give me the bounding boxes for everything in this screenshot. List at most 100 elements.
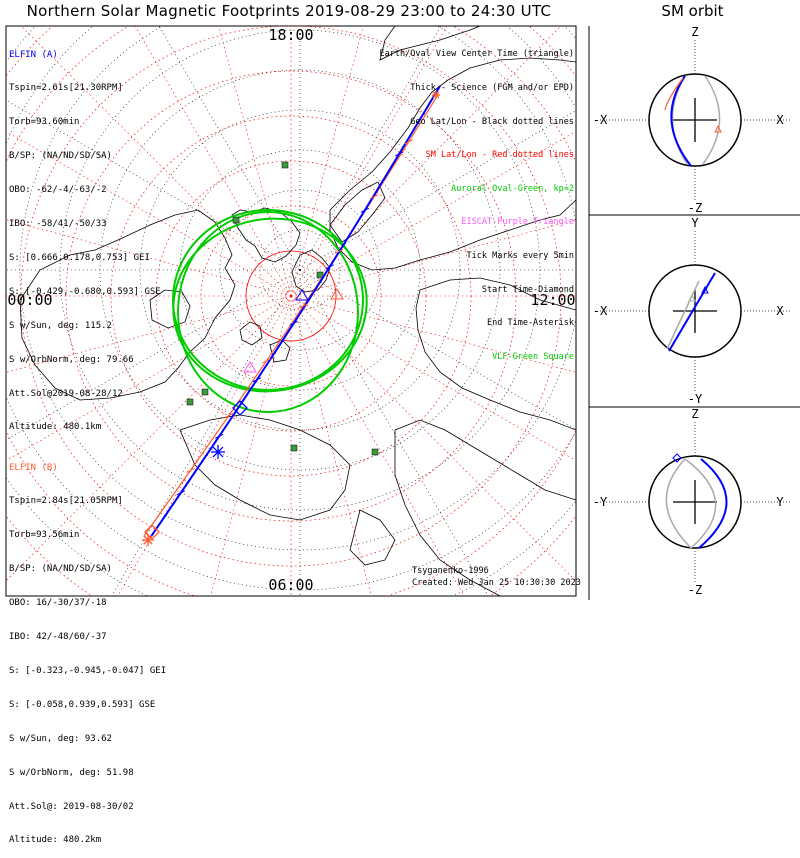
- elfin-b-line: S: [-0.323,-0.945,-0.047] GEI: [9, 665, 167, 676]
- elfin-a-name: ELFIN (A): [9, 49, 58, 60]
- elfin-b-orbit: [684, 458, 717, 549]
- elfin-a-line: S w/OrbNorm, deg: 79.66: [9, 354, 134, 365]
- elfin-b-asterisk: [432, 91, 440, 99]
- vlf-station-square: [186, 398, 194, 406]
- elfin-b-tick: [262, 358, 271, 364]
- elfin-a-tick: [325, 264, 334, 270]
- legend-entry: Tick Marks every 5min: [466, 250, 574, 261]
- vlf-station-square: [371, 448, 379, 456]
- sm-lon-line: [210, 295, 292, 596]
- elfin-b-name: ELFIN (B): [9, 462, 58, 473]
- eiscat-triangle: [243, 361, 257, 373]
- coastline: [415, 277, 576, 431]
- time-label-00: 00:00: [7, 291, 52, 309]
- elfin-a-start-diamond: [232, 400, 248, 416]
- elfin-a-line: Altitude: 480.1km: [9, 422, 102, 433]
- elfin-b-line: S w/Sun, deg: 93.62: [9, 733, 112, 744]
- coastline: [179, 414, 351, 521]
- coastline: [394, 419, 576, 596]
- elfin-b-line: IBO: 42/-48/60/-37: [9, 632, 107, 643]
- elfin-a-line: Att.Sol@2019-08-28/12: [9, 388, 123, 399]
- elfin-a-tick: [289, 320, 298, 326]
- auroral-oval: [172, 161, 379, 456]
- legend-entry: Geo Lat/Lon - Black dotted lines: [410, 116, 574, 127]
- elfin-a-end-asterisk: [212, 446, 224, 458]
- vlf-station-square: [201, 388, 209, 396]
- elfin-b-tick: [299, 303, 308, 309]
- elfin-a-orbit: [668, 272, 716, 352]
- model-credit: Tsyganenko-1996: [412, 566, 489, 576]
- sm-triangle: [688, 293, 696, 302]
- elfin-b-start-diamond: [144, 524, 160, 540]
- elfin-a-line: S: [0.666,0.178,0.753] GEI: [9, 252, 150, 263]
- coastline: [291, 249, 331, 293]
- coastline: [19, 209, 236, 401]
- elfin-b-orbit: [665, 458, 692, 549]
- time-label-12: 12:00: [530, 291, 575, 309]
- elfin-b-orbit: [702, 75, 721, 165]
- sm-axis-label-right: X: [776, 304, 784, 318]
- elfin-b-tick: [334, 248, 344, 254]
- time-label-18: 18:00: [268, 26, 313, 44]
- auroral-oval-outer: [172, 217, 368, 393]
- sm-axis-label-left: -Y: [593, 495, 608, 509]
- elfin-a-tick: [252, 377, 262, 383]
- elfin-a-line: Torb=93.60min: [9, 117, 80, 128]
- sm-axis-label-bottom: -Z: [688, 583, 702, 597]
- view-center-triangle-a: [295, 289, 309, 301]
- elfin-b-track: [143, 97, 437, 537]
- elfin-b-tick: [404, 139, 413, 145]
- vlf-station-square: [316, 271, 324, 279]
- elfin-a-orbit: [698, 458, 728, 549]
- elfin-a-tick: [395, 151, 404, 157]
- elfin-b-orbit-red: [664, 77, 684, 111]
- sm-lat-lon-grid: [6, 26, 576, 596]
- coastline: [329, 57, 576, 271]
- coastlines: [19, 26, 576, 596]
- geo-lat-lon-grid: [6, 26, 576, 596]
- vlf-station-square: [281, 161, 289, 169]
- sm-axis-label-right: X: [776, 113, 784, 127]
- sm-axis-label-bottom: -Y: [688, 392, 703, 406]
- auroral-oval-mid: [177, 211, 359, 413]
- elfin-b-line: B/SP: (NA/ND/SD/SA): [9, 564, 112, 575]
- legend-entry: VLF-Green Square: [492, 351, 574, 362]
- vlf-station-square: [290, 444, 298, 452]
- elfin-a-orbit: [670, 75, 692, 167]
- vlf-station-square: [232, 216, 240, 224]
- elfin-b-end-asterisk: [143, 535, 153, 545]
- legend-entry: EISCAT-Purple Triangle: [461, 217, 574, 228]
- sm-axis-label-bottom: -Z: [688, 201, 702, 215]
- elfin-b-tick: [224, 413, 234, 418]
- sm-axis-label-left: -X: [593, 113, 608, 127]
- elfin-a-line: OBO: -62/-4/-63/-2: [9, 185, 107, 196]
- elfin-b-line: Tspin=2.84s[21.05RPM]: [9, 496, 123, 507]
- elfin-a-line: IBO: -58/41/-50/33: [9, 219, 107, 230]
- elfin-b-tick: [186, 467, 195, 473]
- coastline: [149, 289, 191, 329]
- time-label-06: 06:00: [268, 576, 313, 594]
- elfin-b-line: Torb=93.56min: [9, 530, 80, 541]
- elfin-b-line: Altitude: 480.2km: [9, 835, 102, 846]
- main-title: Northern Solar Magnetic Footprints 2019-…: [26, 2, 552, 20]
- legend-entry: Earth/Oval View Center Time (triangle): [379, 49, 574, 60]
- sm-lon-line: [218, 26, 292, 297]
- created-timestamp: Created: Wed Jan 25 10:30:30 2023: [412, 578, 581, 588]
- elfin-a-track: [149, 85, 441, 539]
- sm-axis-label-top: Y: [691, 216, 699, 230]
- elfin-a-tick: [360, 207, 370, 213]
- sm-diamond: [672, 453, 682, 463]
- legend-entry: SM Lat/Lon - Red dotted lines: [425, 150, 574, 161]
- coastline: [239, 321, 263, 346]
- elfin-a-line: S: [-0.429,-0.680,0.593] GSE: [9, 286, 161, 297]
- elfin-b-line: S: [-0.058,0.939,0.593] GSE: [9, 699, 156, 710]
- elfin-b-orbit: [666, 280, 700, 350]
- sm-axis-label-top: Z: [691, 25, 698, 39]
- elfin-a-tick: [176, 490, 186, 496]
- map-legend: Earth/Oval View Center Time (triangle) T…: [380, 27, 574, 374]
- sm-orbit-panels: Z -Z -X X Y -Y -X X Z -Z -Y Y: [588, 25, 800, 600]
- elfin-b-line: Att.Sol@: 2019-08-30/02: [9, 801, 134, 812]
- coastline: [349, 509, 396, 566]
- legend-entry: Auroral Oval-Green, kp=2: [451, 183, 574, 194]
- elfin-b-tick: [369, 194, 379, 199]
